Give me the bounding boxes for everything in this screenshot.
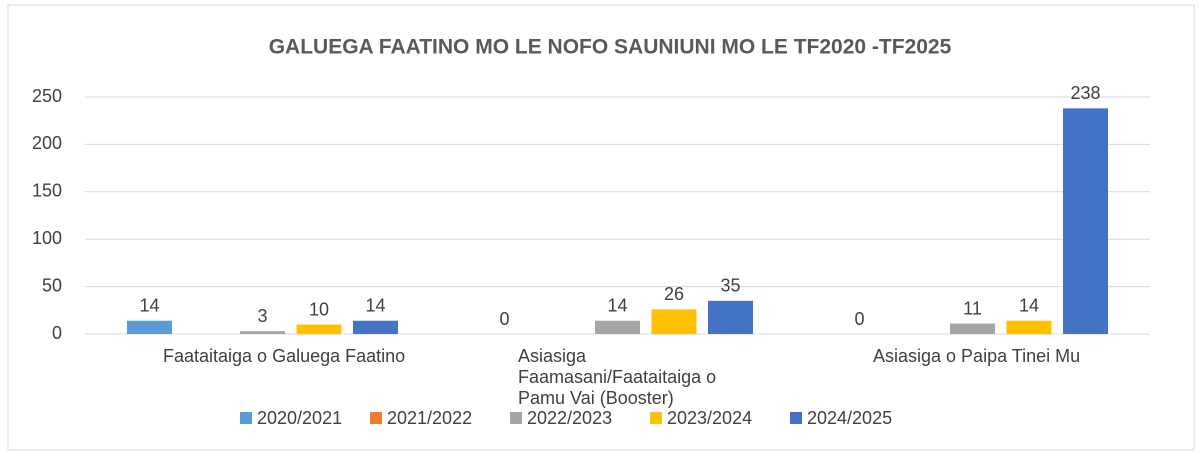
bar (1006, 320, 1052, 334)
y-tick-label: 0 (52, 323, 62, 343)
chart-title: GALUEGA FAATINO MO LE NOFO SAUNIUNI MO L… (269, 36, 952, 59)
data-label: 11 (963, 298, 982, 318)
bar (708, 300, 753, 334)
legend-label: 2024/2025 (807, 408, 892, 428)
data-label: 238 (1070, 83, 1100, 103)
data-label: 14 (365, 295, 385, 315)
y-tick-label: 50 (42, 275, 62, 295)
legend-swatch (240, 412, 252, 424)
data-label: 14 (1019, 295, 1039, 315)
data-label: 0 (854, 309, 864, 329)
data-label: 26 (664, 284, 684, 304)
legend-label: 2021/2022 (387, 408, 472, 428)
y-tick-label: 250 (32, 86, 62, 106)
legend-swatch (370, 412, 382, 424)
data-label: 10 (309, 299, 329, 319)
legend-swatch (510, 412, 522, 424)
bar (1063, 108, 1108, 334)
bar (240, 331, 285, 334)
bar (127, 320, 172, 334)
legend-swatch (650, 412, 662, 424)
data-label: 14 (139, 295, 159, 315)
data-label: 3 (257, 306, 267, 326)
legend-swatch (790, 412, 802, 424)
bar (651, 309, 697, 334)
x-tick-label: Faataitaiga o Galuega Faatino (163, 346, 406, 366)
bar (296, 324, 342, 334)
chart-border (7, 4, 1195, 451)
y-tick-label: 200 (32, 133, 62, 153)
legend-label: 2022/2023 (527, 408, 612, 428)
y-tick-label: 150 (32, 181, 62, 201)
legend-label: 2023/2024 (667, 408, 752, 428)
data-label: 0 (499, 309, 509, 329)
bar (950, 323, 995, 334)
legend-label: 2020/2021 (257, 408, 342, 428)
y-tick-label: 100 (32, 228, 62, 248)
data-label: 14 (607, 295, 627, 315)
x-tick-label: Asiasiga Faamasani/Faataitaiga o Pamu Va… (518, 346, 717, 408)
bar (595, 320, 640, 334)
x-tick-label: Asiasiga o Paipa Tinei Mu (873, 346, 1081, 366)
data-label: 35 (720, 276, 740, 296)
bar (353, 320, 398, 334)
